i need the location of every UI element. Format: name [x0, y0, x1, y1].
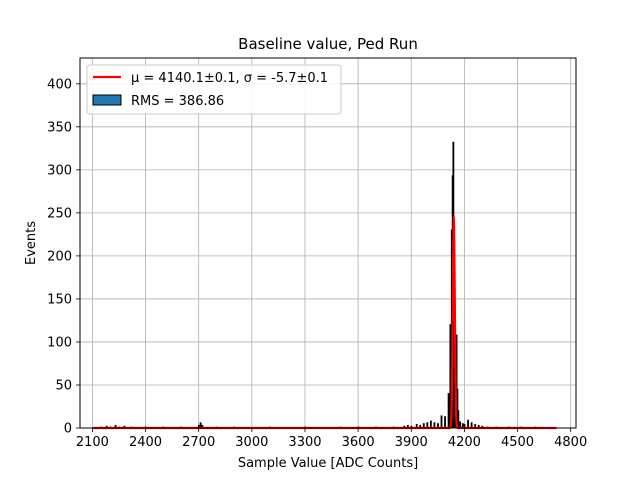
histogram-bar — [457, 410, 460, 429]
ticks: 2100 2400 2700 3000 3300 3600 3900 4200 4500 4800… — [47, 77, 587, 450]
x-tick-label: 2400 — [129, 435, 162, 450]
plot-background — [80, 58, 576, 428]
y-tick-label: 250 — [47, 206, 72, 221]
legend-hist-swatch — [92, 94, 122, 106]
histogram-bar — [467, 419, 469, 429]
x-tick-label: 3600 — [342, 435, 375, 450]
y-tick-label: 100 — [47, 335, 72, 350]
y-tick-label: 0 — [64, 422, 72, 437]
histogram-bar — [447, 393, 450, 429]
x-tick-label: 3000 — [235, 435, 268, 450]
x-tick-label: 3900 — [395, 435, 428, 450]
legend-hist-label: RMS = 386.86 — [131, 94, 224, 109]
plot-frame — [79, 57, 577, 429]
x-tick-label: 4800 — [554, 435, 587, 450]
x-tick-label: 4200 — [448, 435, 481, 450]
legend-fit-label: μ = 4140.1±0.1, σ = -5.7±0.1 — [131, 71, 328, 86]
y-tick-label: 300 — [47, 163, 72, 178]
y-tick-label: 150 — [47, 292, 72, 307]
histogram-bar — [440, 415, 443, 429]
x-tick-label: 2100 — [76, 435, 109, 450]
y-axis-label: Events — [24, 221, 39, 265]
histogram-bar — [444, 416, 446, 429]
x-tick-label: 3300 — [288, 435, 321, 450]
x-tick-label: 4500 — [501, 435, 534, 450]
y-tick-label: 50 — [55, 378, 72, 393]
y-tick-label: 200 — [47, 249, 72, 264]
x-axis-label: Sample Value [ADC Counts] — [238, 456, 418, 471]
y-tick-label: 400 — [47, 77, 72, 92]
y-tick-label: 350 — [47, 120, 72, 135]
legend-box — [86, 64, 342, 115]
legend: μ = 4140.1±0.1, σ = -5.7±0.1 RMS = 386.8… — [86, 64, 342, 115]
x-tick-label: 2700 — [182, 435, 215, 450]
chart-title: Baseline value, Ped Run — [238, 35, 418, 53]
